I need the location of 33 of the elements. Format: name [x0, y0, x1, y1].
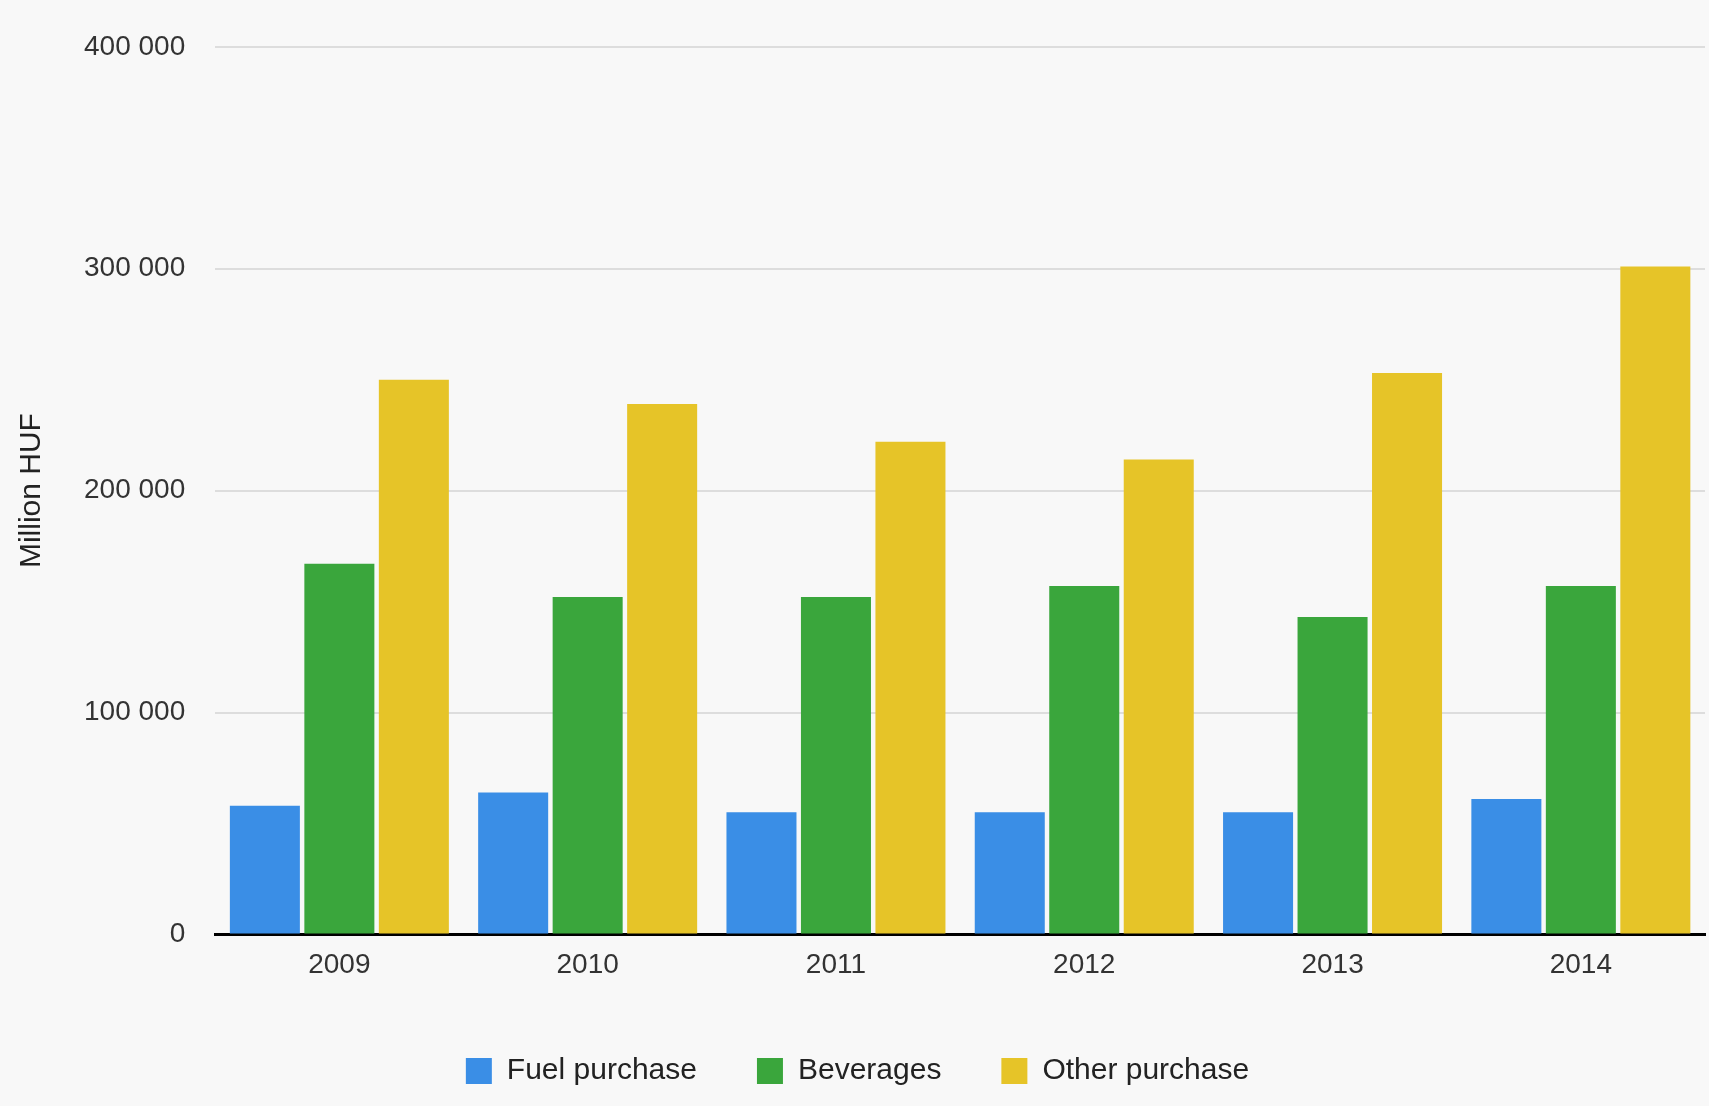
- bar: [875, 441, 946, 934]
- bar: [229, 805, 300, 934]
- y-tick-label: 200 000: [83, 473, 186, 505]
- y-axis-title: Million HUF: [13, 413, 47, 569]
- x-tick-label: 2009: [308, 947, 371, 979]
- x-tick-label: 2010: [556, 947, 619, 979]
- y-tick-label: 0: [169, 917, 186, 949]
- legend-label: Fuel purchase: [506, 1052, 697, 1086]
- y-tick-label: 100 000: [83, 695, 186, 727]
- bar: [1620, 266, 1691, 934]
- bar: [800, 597, 871, 934]
- bar: [974, 812, 1045, 934]
- bar: [304, 563, 375, 934]
- bar: [1297, 617, 1368, 934]
- x-tick-label: 2012: [1053, 947, 1116, 979]
- legend-label: Beverages: [797, 1052, 942, 1086]
- x-tick-label: 2014: [1549, 947, 1612, 979]
- bar: [552, 597, 623, 934]
- y-tick-label: 300 000: [83, 251, 186, 283]
- bar: [478, 792, 549, 934]
- bar: [1223, 812, 1294, 934]
- bar: [1471, 799, 1542, 934]
- bar: [726, 812, 797, 934]
- bar: [627, 404, 698, 934]
- bar: [1372, 372, 1443, 934]
- x-tick-label: 2011: [805, 947, 867, 979]
- y-tick-label: 400 000: [83, 29, 186, 61]
- bar: [1545, 586, 1616, 934]
- x-tick-label: 2013: [1301, 947, 1364, 979]
- bar: [378, 379, 449, 934]
- bar: [1049, 586, 1120, 934]
- legend-label: Other purchase: [1042, 1052, 1250, 1086]
- bar: [1123, 459, 1194, 934]
